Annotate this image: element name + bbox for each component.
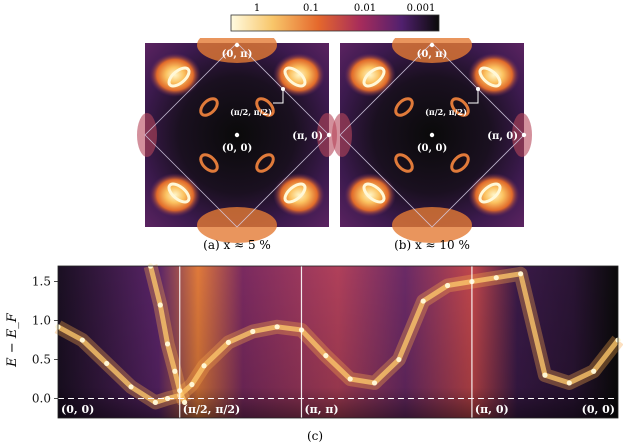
series-0-point xyxy=(152,399,158,406)
colorbar-gradient xyxy=(230,14,440,32)
series-0-point xyxy=(189,381,195,388)
plot-area: 1.5 1.0 0.5 0.0 (0, 0) (π/2, π/2) (π, π) (π, 0)… xyxy=(32,263,623,419)
series-0-point xyxy=(493,275,499,281)
series-0-point xyxy=(518,271,524,277)
series-0-point xyxy=(274,324,280,330)
fermi-maps: (0, π) (π/2, π/2) (0, 0) (π, 0) (0, π) (… xyxy=(135,38,534,252)
label-top-a: (0, π) xyxy=(222,49,253,60)
series-0-point xyxy=(371,380,378,386)
series-0-point xyxy=(201,363,207,369)
xtick-label: (π, 0) xyxy=(475,403,509,416)
label-node-b: (π/2, π/2) xyxy=(425,107,467,117)
series-0-point xyxy=(396,356,402,363)
colorbar-tick-001: 0.01 xyxy=(354,3,376,14)
fermi-map-b: (0, π) (π/2, π/2) (0, 0) (π, 0) xyxy=(330,38,534,245)
series-0-point xyxy=(225,339,232,345)
label-right-b: (π, 0) xyxy=(487,131,518,142)
label-center-b: (0, 0) xyxy=(417,143,447,154)
series-1-point xyxy=(182,399,188,406)
xtick-label: (π/2, π/2) xyxy=(183,403,241,416)
ytick-label: 0.0 xyxy=(32,392,51,406)
label-node-a: (π/2, π/2) xyxy=(230,107,272,117)
series-0-point xyxy=(250,328,256,335)
ytick-label: 0.5 xyxy=(32,353,51,367)
caption-b: (b) x ≈ 10 % xyxy=(394,238,470,252)
colorbar-tick-1: 1 xyxy=(254,3,260,14)
colorbar-tick-0001: 0.001 xyxy=(407,3,436,14)
series-0-point xyxy=(591,368,597,374)
series-0-point xyxy=(323,353,329,359)
dispersion-chart: 1.5 1.0 0.5 0.0 (0, 0) (π/2, π/2) (π, π) (π, 0)… xyxy=(5,263,623,443)
series-0-point xyxy=(420,298,426,304)
series-0-point xyxy=(104,360,110,367)
caption-c: (c) xyxy=(307,429,323,443)
series-0-point xyxy=(542,372,548,378)
series-1-point xyxy=(164,341,171,347)
series-1-point xyxy=(157,302,163,308)
fermi-map-a: (0, π) (π/2, π/2) (0, 0) (π, 0) xyxy=(135,38,339,245)
series-1-point xyxy=(172,368,178,374)
series-0-point xyxy=(164,395,171,402)
plot-frame xyxy=(57,265,619,419)
series-0-point xyxy=(444,282,451,289)
label-top-b: (0, π) xyxy=(417,49,448,60)
label-center-a: (0, 0) xyxy=(222,143,252,154)
colorbar: 1 0.1 0.01 0.001 xyxy=(230,3,440,32)
series-0-point xyxy=(347,376,353,382)
ytick-label: 1.5 xyxy=(32,275,51,289)
xtick-label: (π, π) xyxy=(304,403,338,416)
xtick-label: (0, 0) xyxy=(61,403,94,416)
ylabel: E − E_F xyxy=(5,312,20,368)
colorbar-tick-01: 0.1 xyxy=(303,3,319,14)
label-right-a: (π, 0) xyxy=(292,131,323,142)
caption-a: (a) x ≈ 5 % xyxy=(203,238,271,252)
series-0-point xyxy=(79,337,85,343)
ytick-label: 1.0 xyxy=(32,314,51,328)
xtick-label: (0, 0) xyxy=(582,403,615,416)
series-0-point xyxy=(566,380,572,386)
series-0-point xyxy=(128,384,134,390)
